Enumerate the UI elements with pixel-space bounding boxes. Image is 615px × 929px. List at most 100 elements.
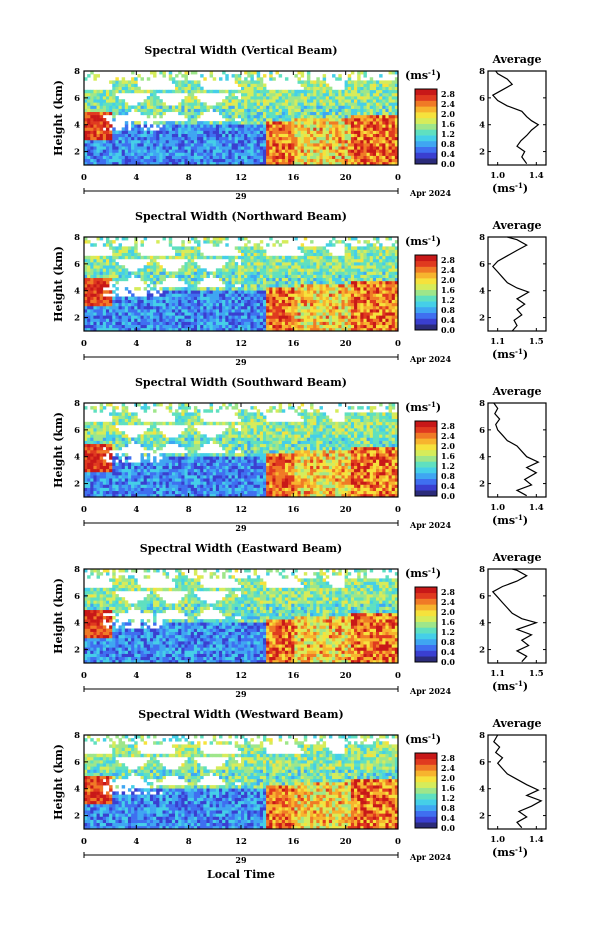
- heatmap-cell: [382, 277, 386, 282]
- heatmap-cell: [181, 127, 185, 131]
- heatmap-cell: [90, 284, 94, 288]
- heatmap-cell: [231, 255, 236, 260]
- heatmap-cell: [115, 146, 119, 150]
- heatmap-cell: [146, 302, 151, 307]
- heatmap-cell: [379, 315, 383, 319]
- heatmap-cell: [193, 118, 198, 122]
- heatmap-cell: [388, 92, 393, 97]
- heatmap-cell: [350, 302, 355, 307]
- heatmap-cell: [313, 124, 317, 128]
- heatmap-cell: [344, 246, 349, 250]
- heatmap-cell: [187, 114, 192, 119]
- heatmap-cell: [281, 99, 286, 103]
- heatmap-cell: [281, 89, 286, 94]
- heatmap-cell: [253, 255, 257, 260]
- heatmap-cell: [335, 258, 339, 263]
- heatmap-cell: [325, 255, 330, 260]
- heatmap-cell: [272, 143, 276, 147]
- heatmap-cell: [316, 284, 320, 288]
- heatmap-cell: [153, 305, 157, 310]
- heatmap-cell: [297, 89, 301, 94]
- heatmap-cell: [388, 161, 393, 166]
- heatmap-cell: [121, 108, 126, 113]
- heatmap-cell: [325, 284, 330, 288]
- heatmap-cell: [137, 136, 141, 141]
- heatmap-cell: [156, 277, 160, 282]
- heatmap-cell: [105, 296, 110, 300]
- heatmap-cell: [300, 258, 305, 263]
- heatmap-cell: [372, 246, 377, 250]
- heatmap-cell: [112, 89, 116, 94]
- heatmap-cell: [300, 161, 305, 166]
- heatmap-cell: [143, 105, 148, 109]
- heatmap-cell: [350, 155, 355, 160]
- heatmap-cell: [322, 280, 327, 285]
- heatmap-cell: [325, 327, 330, 332]
- heatmap-cell: [84, 318, 88, 322]
- heatmap-cell: [84, 315, 88, 319]
- heatmap-cell: [184, 299, 188, 304]
- heatmap-cell: [300, 324, 305, 329]
- heatmap-cell: [187, 246, 192, 250]
- heatmap-cell: [332, 114, 336, 119]
- heatmap-cell: [99, 299, 104, 304]
- heatmap-cell: [313, 136, 317, 141]
- heatmap-cell: [153, 96, 157, 100]
- heatmap-cell: [350, 127, 355, 131]
- heatmap-cell: [303, 277, 308, 282]
- heatmap-cell: [149, 309, 154, 313]
- heatmap-cell: [153, 277, 157, 282]
- heatmap-cell: [350, 315, 355, 319]
- heatmap-cell: [146, 99, 151, 103]
- heatmap-cell: [256, 86, 261, 91]
- heatmap-cell: [87, 287, 91, 291]
- heatmap-cell: [291, 136, 295, 141]
- heatmap-cell: [134, 296, 138, 300]
- heatmap-cell: [360, 121, 364, 125]
- heatmap-cell: [313, 327, 317, 332]
- heatmap-cell: [90, 71, 94, 75]
- heatmap-cell: [118, 296, 122, 300]
- heatmap-cell: [225, 127, 229, 131]
- heatmap-cell: [253, 262, 257, 266]
- heatmap-cell: [376, 274, 380, 279]
- heatmap-cell: [162, 130, 166, 134]
- heatmap-cell: [338, 136, 342, 141]
- heatmap-cell: [369, 121, 374, 125]
- heatmap-cell: [149, 321, 154, 326]
- heatmap-cell: [178, 161, 182, 166]
- heatmap-cell: [303, 287, 308, 291]
- heatmap-cell: [275, 315, 279, 319]
- heatmap-cell: [338, 139, 342, 144]
- heatmap-cell: [278, 127, 283, 131]
- heatmap-cell: [297, 290, 301, 294]
- heatmap-cell: [262, 287, 267, 291]
- heatmap-cell: [231, 280, 236, 285]
- heatmap-cell: [181, 133, 185, 138]
- heatmap-cell: [159, 105, 163, 109]
- heatmap-cell: [168, 124, 173, 128]
- heatmap-cell: [187, 255, 192, 260]
- heatmap-cell: [212, 305, 217, 310]
- heatmap-cell: [187, 102, 192, 106]
- heatmap-cell: [184, 161, 188, 166]
- heatmap-cell: [247, 121, 251, 125]
- heatmap-cell: [382, 114, 386, 119]
- heatmap-cell: [332, 258, 336, 263]
- heatmap-cell: [385, 114, 389, 119]
- heatmap-cell: [87, 262, 91, 266]
- heatmap-cell: [350, 96, 355, 100]
- heatmap-cell: [168, 108, 173, 113]
- heatmap-cell: [96, 99, 100, 103]
- heatmap-cell: [360, 127, 364, 131]
- heatmap-cell: [153, 92, 157, 97]
- heatmap-cell: [256, 318, 261, 322]
- heatmap-cell: [115, 249, 119, 253]
- heatmap-cell: [193, 86, 198, 91]
- heatmap-cell: [303, 249, 308, 253]
- heatmap-cell: [131, 155, 135, 160]
- heatmap-cell: [325, 127, 330, 131]
- heatmap-cell: [193, 71, 198, 75]
- heatmap-cell: [369, 124, 374, 128]
